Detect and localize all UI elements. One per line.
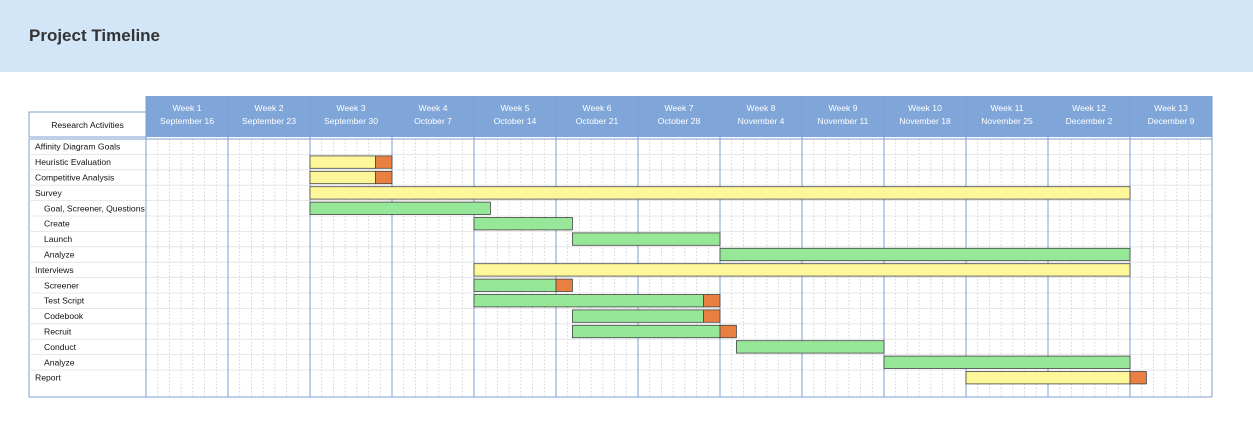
week-header-cell	[474, 96, 556, 137]
gantt-bar-green	[719, 247, 1131, 262]
week-label: Week 2	[255, 103, 284, 113]
week-header-cell	[228, 96, 310, 137]
week-label: Week 7	[665, 103, 694, 113]
gantt-bar-green	[883, 355, 1131, 369]
week-date: October 21	[576, 116, 619, 126]
week-date: December 2	[1066, 116, 1113, 126]
week-label: Week 12	[1072, 103, 1106, 113]
activity-label: Interviews	[35, 265, 74, 275]
week-header-cell	[720, 96, 802, 137]
activity-label: Analyze	[44, 250, 75, 260]
week-header-cell	[638, 96, 720, 137]
activity-label: Codebook	[44, 311, 84, 321]
gantt-bar-green	[473, 217, 573, 231]
gantt-bar-orange	[375, 155, 393, 169]
week-label: Week 10	[908, 103, 942, 113]
week-label: Week 13	[1154, 103, 1188, 113]
week-label: Week 1	[173, 103, 202, 113]
week-date: November 11	[818, 116, 869, 126]
week-header-cell	[392, 96, 474, 137]
gantt-bar-green	[572, 232, 721, 246]
week-header-cell	[802, 96, 884, 137]
week-date: September 16	[160, 116, 214, 126]
activity-label: Conduct	[44, 342, 77, 352]
week-date: October 7	[414, 116, 452, 126]
activity-label: Survey	[35, 188, 62, 198]
gantt-bar-orange	[703, 309, 721, 323]
week-label: Week 11	[990, 103, 1023, 113]
activity-label: Affinity Diagram Goals	[35, 142, 120, 152]
week-date: September 30	[324, 116, 378, 126]
gantt-bar-orange	[719, 324, 737, 339]
gantt-bar-green	[473, 278, 557, 292]
gantt-bar-yellow	[309, 186, 1131, 200]
corner-cell	[28, 111, 147, 138]
week-label: Week 5	[501, 103, 530, 113]
gantt-bar-orange	[703, 294, 721, 308]
week-header-cell	[1130, 96, 1212, 137]
page-title: Project Timeline	[29, 26, 161, 45]
week-header-cell	[146, 96, 228, 137]
activity-label: Report	[35, 373, 61, 383]
week-label: Week 4	[419, 103, 448, 113]
activity-label: Goal, Screener, Questions	[44, 203, 145, 213]
activity-label: Recruit	[44, 327, 72, 337]
week-label: Week 3	[337, 103, 366, 113]
week-date: November 4	[738, 116, 785, 126]
activity-label: Competitive Analysis	[35, 173, 114, 183]
week-label: Week 6	[583, 103, 612, 113]
gantt-bar-orange	[375, 170, 393, 185]
week-date: December 9	[1148, 116, 1195, 126]
week-label: Week 9	[829, 103, 858, 113]
activity-label: Launch	[44, 234, 72, 244]
activity-label: Heuristic Evaluation	[35, 157, 111, 167]
gantt-bar-yellow	[965, 371, 1131, 385]
week-label: Week 8	[747, 103, 776, 113]
week-header-cell	[1048, 96, 1130, 137]
week-header-cell	[884, 96, 966, 137]
week-date: November 25	[981, 116, 1033, 126]
gantt-bar-green	[473, 294, 705, 308]
activity-label: Create	[44, 219, 70, 229]
gantt-bar-yellow	[309, 155, 376, 169]
activity-label: Screener	[44, 280, 79, 290]
gantt-bar-yellow	[473, 263, 1131, 277]
gantt-bar-orange	[555, 278, 573, 292]
week-date: October 14	[494, 116, 537, 126]
gantt-bar-green	[572, 324, 721, 339]
gantt-bar-green	[736, 340, 885, 354]
gantt-bar-orange	[1129, 371, 1147, 385]
week-header-cell	[966, 96, 1048, 137]
week-date: October 28	[658, 116, 701, 126]
week-header-cell	[310, 96, 392, 137]
activity-label: Analyze	[44, 357, 75, 367]
corner-label: Research Activities	[51, 120, 124, 130]
week-date: November 18	[899, 116, 951, 126]
page-header: Project Timeline	[0, 0, 1253, 72]
activity-label: Test Script	[44, 296, 85, 306]
gantt-bar-green	[572, 309, 705, 323]
gantt-bar-yellow	[309, 170, 376, 185]
gantt-bar-green	[309, 201, 491, 215]
week-header-cell	[556, 96, 638, 137]
week-date: September 23	[242, 116, 296, 126]
